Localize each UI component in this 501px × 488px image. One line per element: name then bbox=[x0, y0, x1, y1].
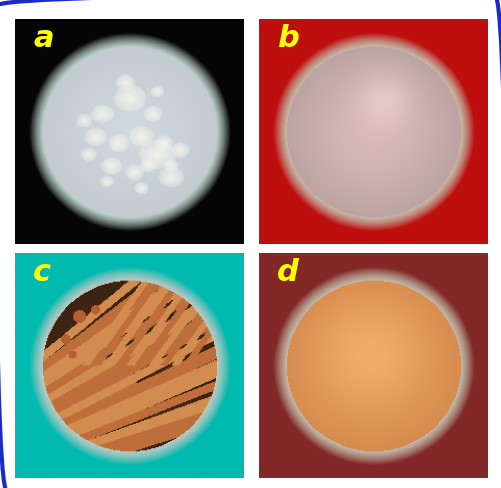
Text: a: a bbox=[33, 23, 54, 52]
Text: b: b bbox=[276, 23, 298, 52]
Text: d: d bbox=[276, 258, 298, 286]
Text: c: c bbox=[33, 258, 52, 286]
